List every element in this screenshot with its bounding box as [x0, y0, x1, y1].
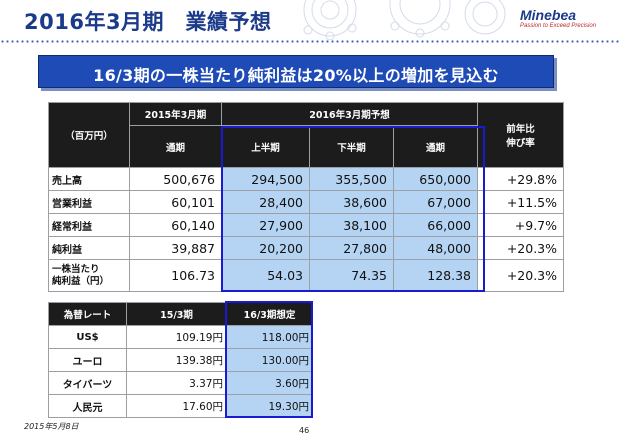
value-cell: 60,101: [129, 190, 222, 214]
rates-header-fy16: 16/3期想定: [226, 302, 313, 326]
currency-label: タイバーツ: [48, 371, 127, 395]
value-cell: 38,100: [309, 213, 394, 237]
rate-cell: 17.60円: [126, 394, 227, 418]
row-label: 一株当たり 純利益（円）: [48, 259, 130, 292]
change-cell: +11.5%: [477, 190, 564, 214]
group-header-fy2015: 2015年3月期: [129, 102, 222, 126]
value-cell: 28,400: [221, 190, 310, 214]
table-row: 人民元 17.60円 19.30円: [48, 394, 313, 418]
logo-name: Minebea: [520, 7, 577, 23]
value-cell: 128.38: [393, 259, 478, 292]
row-label: 純利益: [48, 236, 130, 260]
rate-cell: 3.60円: [226, 371, 313, 395]
sub-header-full-year-2015: 通期: [129, 125, 222, 168]
table-row: 売上高 500,676 294,500 355,500 650,000 +29.…: [48, 167, 564, 191]
currency-label: ユーロ: [48, 348, 127, 372]
table-row: 経常利益 60,140 27,900 38,100 66,000 +9.7%: [48, 213, 564, 237]
rate-cell: 139.38円: [126, 348, 227, 372]
value-cell: 48,000: [393, 236, 478, 260]
exchange-rate-table: 為替レート 15/3期 16/3期想定 US$ 109.19円 118.00円 …: [48, 302, 313, 418]
row-label-line2: 純利益（円）: [52, 275, 110, 287]
page-number: 46: [299, 426, 310, 435]
currency-label: US$: [48, 325, 127, 349]
row-label-line1: 一株当たり: [52, 263, 100, 275]
change-header-line1: 前年比: [506, 124, 535, 135]
value-cell: 74.35: [309, 259, 394, 292]
footer-date: 2015年5月8日: [24, 422, 79, 431]
slide-header: 2016年3月期 業績予想 Minebea Passion to Exceed …: [0, 0, 621, 44]
forecast-table: （百万円） 2015年3月期 2016年3月期予想 前年比 伸び率 通期 上半期…: [48, 102, 564, 292]
row-label: 経常利益: [48, 213, 130, 237]
value-cell: 355,500: [309, 167, 394, 191]
currency-label: 人民元: [48, 394, 127, 418]
value-cell: 294,500: [221, 167, 310, 191]
rate-cell: 19.30円: [226, 394, 313, 418]
header-divider: [0, 40, 621, 43]
rates-header-label: 為替レート: [48, 302, 127, 326]
value-cell: 650,000: [393, 167, 478, 191]
change-cell: +20.3%: [477, 259, 564, 292]
table-row: 営業利益 60,101 28,400 38,600 67,000 +11.5%: [48, 190, 564, 214]
rate-cell: 130.00円: [226, 348, 313, 372]
rate-cell: 109.19円: [126, 325, 227, 349]
value-cell: 67,000: [393, 190, 478, 214]
sub-header-first-half: 上半期: [221, 125, 310, 168]
table-row: 一株当たり 純利益（円） 106.73 54.03 74.35 128.38 +…: [48, 259, 564, 292]
value-cell: 54.03: [221, 259, 310, 292]
value-cell: 20,200: [221, 236, 310, 260]
bearing-watermark-icon: [303, 0, 506, 40]
sub-header-full-year-2016: 通期: [393, 125, 478, 168]
rates-header-fy15: 15/3期: [126, 302, 227, 326]
change-header-line2: 伸び率: [506, 138, 535, 149]
change-header: 前年比 伸び率: [477, 102, 564, 168]
banner-text: 16/3期の一株当たり純利益は20%以上の増加を見込む: [93, 66, 499, 85]
change-cell: +29.8%: [477, 167, 564, 191]
unit-label: （百万円）: [48, 102, 130, 168]
rate-cell: 3.37円: [126, 371, 227, 395]
table-row: ユーロ 139.38円 130.00円: [48, 348, 313, 372]
value-cell: 38,600: [309, 190, 394, 214]
group-header-fy2016: 2016年3月期予想: [221, 102, 478, 126]
slide-title: 2016年3月期 業績予想: [24, 10, 272, 34]
table-row: US$ 109.19円 118.00円: [48, 325, 313, 349]
value-cell: 500,676: [129, 167, 222, 191]
company-logo: Minebea Passion to Exceed Precision: [520, 7, 610, 29]
value-cell: 60,140: [129, 213, 222, 237]
headline-banner: 16/3期の一株当たり純利益は20%以上の増加を見込む: [38, 55, 554, 88]
value-cell: 39,887: [129, 236, 222, 260]
row-label: 売上高: [48, 167, 130, 191]
value-cell: 66,000: [393, 213, 478, 237]
table-row: 純利益 39,887 20,200 27,800 48,000 +20.3%: [48, 236, 564, 260]
value-cell: 27,800: [309, 236, 394, 260]
logo-tagline: Passion to Exceed Precision: [520, 23, 597, 29]
change-cell: +9.7%: [477, 213, 564, 237]
table-row: タイバーツ 3.37円 3.60円: [48, 371, 313, 395]
value-cell: 106.73: [129, 259, 222, 292]
row-label: 営業利益: [48, 190, 130, 214]
change-cell: +20.3%: [477, 236, 564, 260]
rate-cell: 118.00円: [226, 325, 313, 349]
sub-header-second-half: 下半期: [309, 125, 394, 168]
value-cell: 27,900: [221, 213, 310, 237]
